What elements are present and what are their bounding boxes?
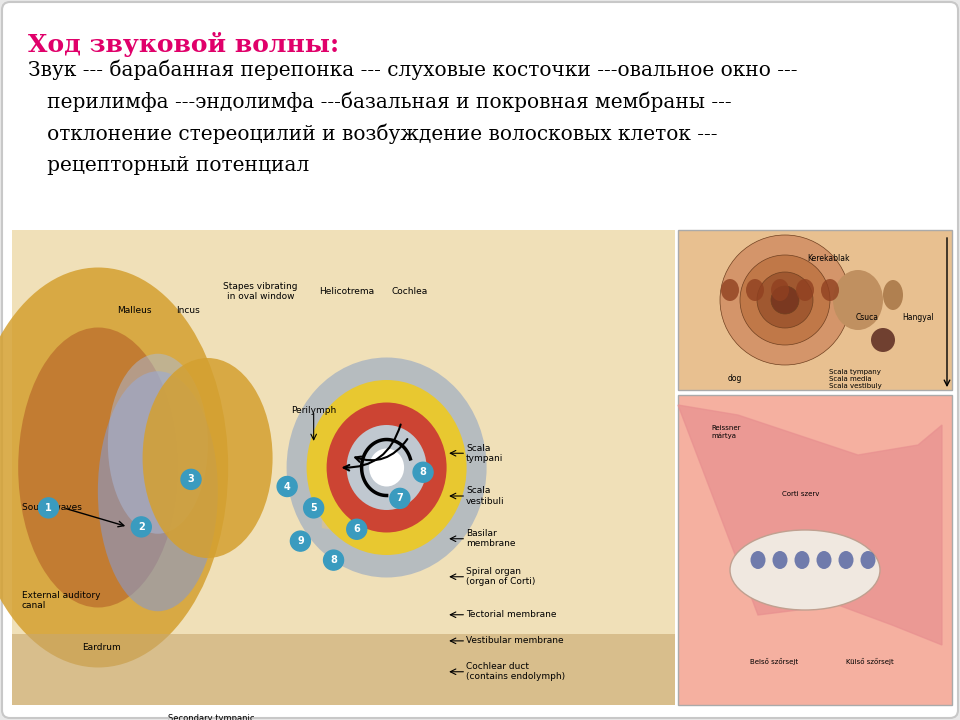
Ellipse shape [287, 358, 487, 577]
Ellipse shape [347, 425, 426, 510]
Circle shape [871, 328, 895, 352]
Circle shape [324, 550, 344, 570]
Ellipse shape [746, 279, 764, 301]
Text: Malleus: Malleus [117, 306, 152, 315]
Ellipse shape [833, 270, 883, 330]
Text: 6: 6 [353, 524, 360, 534]
Circle shape [303, 498, 324, 518]
Ellipse shape [326, 402, 446, 533]
Ellipse shape [143, 358, 273, 558]
Ellipse shape [838, 551, 853, 569]
Ellipse shape [796, 279, 814, 301]
Text: 7: 7 [396, 493, 403, 503]
Ellipse shape [721, 279, 739, 301]
Text: 2: 2 [138, 522, 145, 532]
Text: Kerekablak: Kerekablak [807, 254, 850, 264]
Text: Spiral organ
(organ of Corti): Spiral organ (organ of Corti) [467, 567, 536, 587]
Bar [678, 395, 952, 705]
Text: External auditory
canal: External auditory canal [22, 591, 101, 611]
Ellipse shape [98, 372, 218, 611]
Ellipse shape [751, 551, 765, 569]
Text: Ход звуковой волны:: Ход звуковой волны: [28, 32, 339, 57]
Text: рецепторный потенциал: рецепторный потенциал [28, 156, 309, 175]
Circle shape [347, 519, 367, 539]
Text: Hangyal: Hangyal [902, 313, 934, 323]
Circle shape [38, 498, 59, 518]
Text: 8: 8 [420, 467, 426, 477]
Ellipse shape [773, 551, 787, 569]
Text: 9: 9 [297, 536, 303, 546]
Text: Perilymph: Perilymph [291, 406, 336, 415]
Text: Helicotrema: Helicotrema [320, 287, 374, 296]
Ellipse shape [817, 551, 831, 569]
Circle shape [277, 477, 298, 497]
Bar [12, 634, 675, 705]
Text: dog: dog [728, 374, 742, 383]
Text: 5: 5 [310, 503, 317, 513]
Text: Sound waves: Sound waves [22, 503, 82, 513]
Circle shape [132, 517, 152, 537]
Text: Csuca: Csuca [856, 313, 879, 323]
Ellipse shape [860, 551, 876, 569]
Text: отклонение стереоцилий и возбуждение волосковых клеток ---: отклонение стереоцилий и возбуждение вол… [28, 124, 717, 145]
Text: Külső szőrsejt: Külső szőrsejt [846, 658, 894, 665]
Text: Secondary tympanic
membrane vibrating
in round window: Secondary tympanic membrane vibrating in… [168, 714, 254, 720]
Ellipse shape [108, 354, 208, 534]
Ellipse shape [883, 280, 903, 310]
Text: Reissner
mártya: Reissner mártya [710, 426, 740, 439]
Text: Scala tympany
Scala media
Scala vestibuly: Scala tympany Scala media Scala vestibul… [828, 369, 881, 389]
Ellipse shape [795, 551, 809, 569]
Ellipse shape [306, 380, 467, 555]
Text: 3: 3 [187, 474, 194, 485]
Text: Stapes vibrating
in oval window: Stapes vibrating in oval window [224, 282, 298, 302]
Ellipse shape [0, 268, 228, 667]
Ellipse shape [730, 530, 880, 610]
Text: Vestibular membrane: Vestibular membrane [467, 636, 564, 645]
Circle shape [390, 488, 410, 508]
Polygon shape [678, 405, 942, 645]
Text: 4: 4 [284, 482, 291, 492]
Text: Corti szerv: Corti szerv [782, 491, 820, 498]
Ellipse shape [18, 328, 179, 608]
Text: Eardrum: Eardrum [83, 644, 121, 652]
Bar [678, 230, 952, 390]
Text: 8: 8 [330, 555, 337, 565]
Circle shape [740, 255, 830, 345]
Circle shape [181, 469, 201, 490]
Ellipse shape [369, 449, 404, 487]
Circle shape [413, 462, 433, 482]
Text: Cochlea: Cochlea [392, 287, 428, 296]
Circle shape [757, 272, 813, 328]
Ellipse shape [771, 279, 789, 301]
Circle shape [291, 531, 310, 551]
Circle shape [720, 235, 850, 365]
Bar [12, 230, 675, 705]
Text: Basilar
membrane: Basilar membrane [467, 529, 516, 549]
Text: Tectorial membrane: Tectorial membrane [467, 611, 557, 619]
Text: Scala
vestibuli: Scala vestibuli [467, 486, 505, 505]
Text: Belső szőrsejt: Belső szőrsejt [750, 658, 798, 665]
Text: Scala
tympani: Scala tympani [467, 444, 504, 463]
Text: 1: 1 [45, 503, 52, 513]
Text: Incus: Incus [176, 306, 200, 315]
Text: Звук --- барабанная перепонка --- слуховые косточки ---овальное окно ---: Звук --- барабанная перепонка --- слухов… [28, 60, 798, 81]
Circle shape [771, 286, 799, 314]
Text: Cochlear duct
(contains endolymph): Cochlear duct (contains endolymph) [467, 662, 565, 681]
Text: перилимфа ---эндолимфа ---базальная и покровная мембраны ---: перилимфа ---эндолимфа ---базальная и по… [28, 92, 732, 112]
Ellipse shape [821, 279, 839, 301]
